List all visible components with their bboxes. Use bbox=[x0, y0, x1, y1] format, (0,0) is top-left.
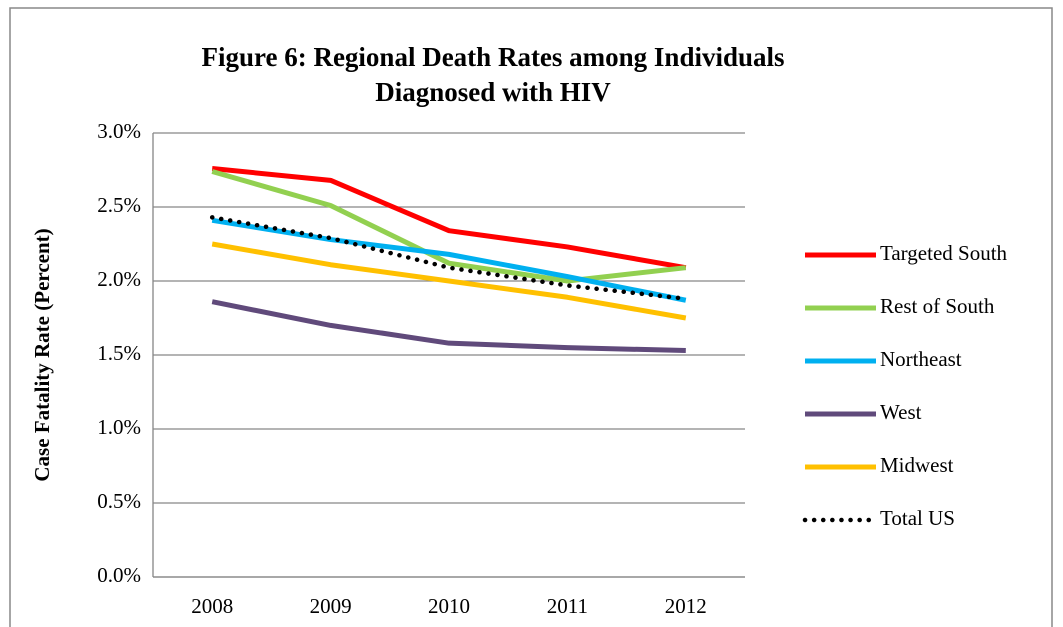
legend-label: Targeted South bbox=[880, 241, 1008, 265]
x-tick-label: 2011 bbox=[547, 594, 588, 618]
chart-title: Diagnosed with HIV bbox=[375, 77, 611, 107]
series-line bbox=[211, 241, 687, 321]
y-tick-label: 0.5% bbox=[97, 489, 141, 513]
chart-frame bbox=[9, 7, 1053, 627]
series-line bbox=[211, 299, 686, 354]
y-tick-label: 3.0% bbox=[97, 119, 141, 143]
chart-title: Figure 6: Regional Death Rates among Ind… bbox=[201, 42, 784, 72]
x-tick-label: 2009 bbox=[310, 594, 352, 618]
legend-label: Total US bbox=[880, 506, 955, 530]
y-axis-label: Case Fatality Rate (Percent) bbox=[30, 228, 54, 481]
legend-label: West bbox=[880, 400, 922, 424]
x-tick-label: 2012 bbox=[665, 594, 707, 618]
legend-label: Midwest bbox=[880, 453, 954, 477]
y-tick-label: 0.0% bbox=[97, 563, 141, 587]
y-tick-label: 2.5% bbox=[97, 193, 141, 217]
x-tick-label: 2010 bbox=[428, 594, 470, 618]
y-tick-label: 1.5% bbox=[97, 341, 141, 365]
series-line bbox=[211, 166, 687, 271]
legend-label: Rest of South bbox=[880, 294, 995, 318]
y-tick-label: 2.0% bbox=[97, 267, 141, 291]
y-tick-label: 1.0% bbox=[97, 415, 141, 439]
x-tick-label: 2008 bbox=[191, 594, 233, 618]
legend-label: Northeast bbox=[880, 347, 962, 371]
series-line bbox=[211, 217, 687, 303]
series-line bbox=[211, 169, 687, 284]
series-line bbox=[209, 215, 689, 302]
